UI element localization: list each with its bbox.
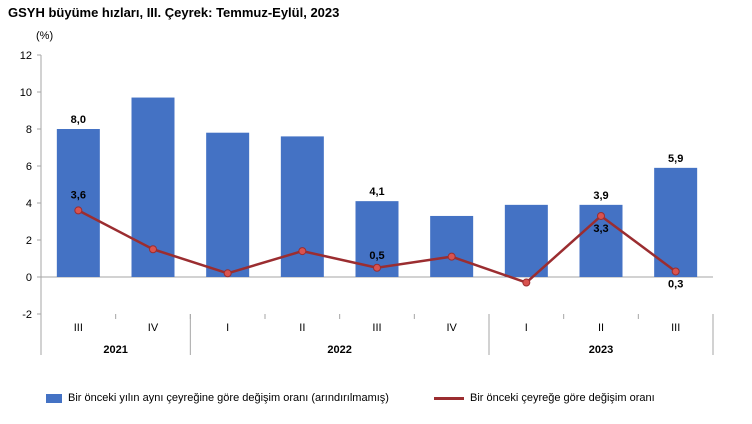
year-label: 2022	[327, 344, 351, 356]
y-tick-label: 10	[20, 87, 32, 99]
bar-data-label: 5,9	[668, 153, 683, 165]
x-tick-label: III	[74, 322, 83, 334]
legend-label-bars: Bir önceki yılın aynı çeyreğine göre değ…	[68, 392, 389, 404]
y-tick-label: 12	[20, 50, 32, 62]
x-tick-label: I	[226, 322, 229, 334]
y-tick-label: 6	[26, 161, 32, 173]
line-data-label: 0,5	[369, 250, 384, 262]
x-tick-label: II	[299, 322, 305, 334]
line-data-label: 3,6	[71, 189, 86, 201]
line-point	[74, 206, 83, 215]
bar-data-label: 8,0	[71, 114, 86, 126]
legend-item-line: Bir önceki çeyreğe göre değişim oranı	[434, 392, 655, 404]
legend-swatch-line	[434, 396, 464, 400]
y-tick-label: 8	[26, 124, 32, 136]
x-tick-label: IV	[446, 322, 457, 334]
bar-data-label: 3,9	[593, 190, 608, 202]
year-label: 2023	[589, 344, 613, 356]
year-label: 2021	[103, 344, 127, 356]
line-data-label: 3,3	[593, 223, 608, 235]
bar	[206, 132, 250, 277]
y-tick-label: 0	[26, 272, 32, 284]
bar-data-label: 4,1	[369, 186, 384, 198]
x-tick-label: I	[525, 322, 528, 334]
x-tick-label: III	[671, 322, 680, 334]
line-data-label: 0,3	[668, 278, 683, 290]
line-point	[298, 247, 307, 256]
y-tick-label: 4	[26, 198, 32, 210]
x-tick-label: II	[598, 322, 604, 334]
line-point	[149, 245, 157, 254]
line-point	[522, 278, 531, 287]
legend-label-line: Bir önceki çeyreğe göre değişim oranı	[470, 392, 655, 404]
line-point	[597, 211, 605, 220]
line-point	[223, 269, 232, 278]
y-axis-unit: (%)	[36, 30, 53, 42]
x-tick-label: III	[372, 322, 381, 334]
x-tick-label: IV	[148, 322, 159, 334]
bar	[504, 204, 548, 277]
bar	[430, 215, 474, 277]
bar	[56, 129, 100, 277]
bar	[654, 167, 698, 277]
y-tick-label: -2	[22, 309, 32, 321]
chart-title: GSYH büyüme hızları, III. Çeyrek: Temmuz…	[8, 5, 340, 20]
legend-item-bars: Bir önceki yılın aynı çeyreğine göre değ…	[46, 392, 389, 404]
line-point	[447, 252, 456, 261]
legend-swatch-bars	[46, 393, 62, 403]
line-point	[373, 263, 381, 272]
line-point	[671, 267, 680, 276]
legend: Bir önceki yılın aynı çeyreğine göre değ…	[0, 392, 752, 408]
y-tick-label: 2	[26, 235, 32, 247]
